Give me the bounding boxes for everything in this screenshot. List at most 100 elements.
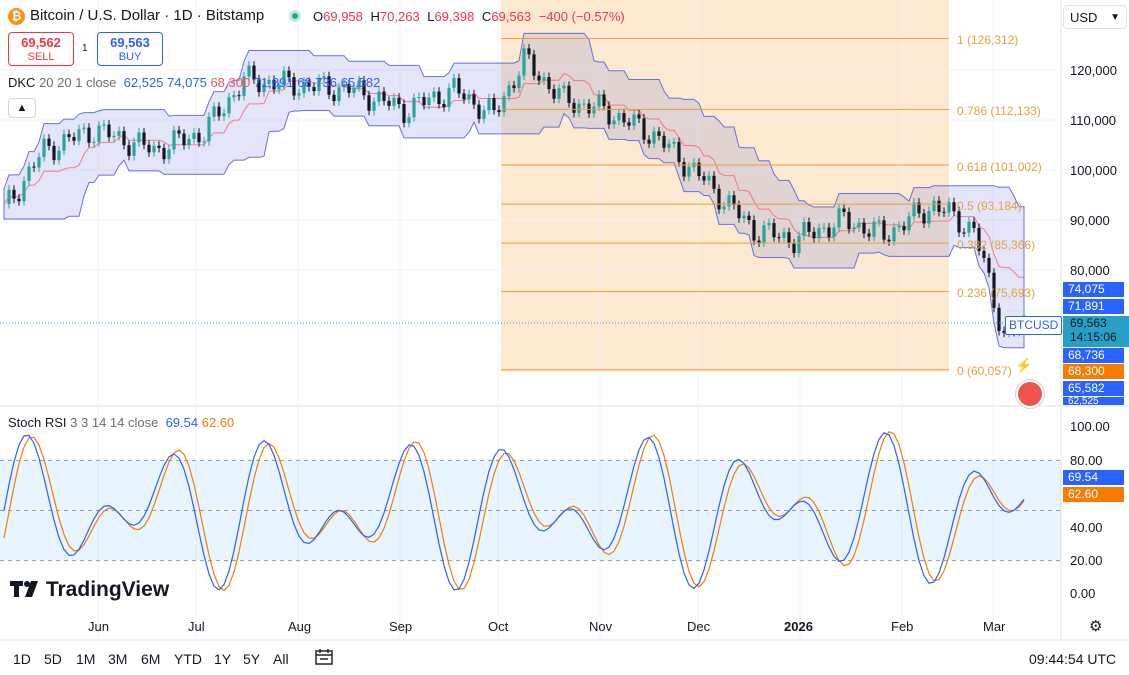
candle-body bbox=[372, 101, 376, 111]
candle-body bbox=[512, 85, 516, 89]
candle-body bbox=[267, 79, 271, 84]
utc-clock[interactable]: 09:44:54 UTC bbox=[1029, 651, 1117, 667]
ohlc-key: C bbox=[481, 9, 492, 24]
candle-body bbox=[217, 106, 221, 117]
candle-body bbox=[867, 233, 871, 237]
dkc-lower-label: 62,525 bbox=[1063, 397, 1124, 405]
market-status-icon[interactable] bbox=[289, 10, 301, 22]
candle-body bbox=[427, 97, 431, 106]
candle-body bbox=[312, 86, 316, 92]
candle-body bbox=[702, 176, 706, 181]
price-change: −400 (−0.57%) bbox=[538, 9, 625, 24]
timeframe-6m[interactable]: 6M bbox=[141, 651, 161, 667]
stoch-tick: 80.00 bbox=[1070, 453, 1103, 468]
candle-body bbox=[102, 124, 106, 126]
timeframe-1y[interactable]: 1Y bbox=[214, 651, 232, 667]
candle-body bbox=[537, 75, 541, 81]
tradingview-logo[interactable]: TradingView bbox=[10, 578, 169, 602]
candle-body bbox=[762, 225, 766, 243]
candle-body bbox=[327, 76, 331, 95]
timeframe-3m[interactable]: 3M bbox=[108, 651, 128, 667]
candle-body bbox=[382, 91, 386, 101]
candle-body bbox=[447, 87, 451, 108]
candle-body bbox=[897, 226, 901, 228]
candle-body bbox=[752, 220, 756, 241]
candle-body bbox=[747, 215, 751, 221]
candle-body bbox=[502, 96, 506, 113]
candle-body bbox=[582, 103, 586, 105]
candle-body bbox=[262, 83, 266, 93]
symbol-title[interactable]: Bitcoin / U.S. Dollar · 1D · Bitstamp bbox=[30, 7, 265, 24]
candle-body bbox=[52, 145, 56, 161]
candle-body bbox=[47, 138, 51, 146]
timeframe-5d[interactable]: 5D bbox=[44, 651, 62, 667]
candle-body bbox=[62, 134, 66, 151]
dkc-lower-label: 65,582 bbox=[1063, 381, 1124, 396]
price-tick: 90,000 bbox=[1070, 213, 1110, 228]
lightning-event-icon[interactable]: ⚡ bbox=[1015, 357, 1033, 373]
stoch-legend[interactable]: Stoch RSI 3 3 14 14 close 69.54 62.60 bbox=[8, 415, 234, 430]
candle-body bbox=[67, 134, 71, 138]
buy-button[interactable]: 69,563 BUY bbox=[97, 32, 163, 66]
candle-body bbox=[172, 130, 176, 150]
candle-body bbox=[782, 232, 786, 238]
candle-body bbox=[577, 103, 581, 113]
calendar-range-icon[interactable] bbox=[314, 648, 334, 666]
candle-body bbox=[92, 141, 96, 143]
us-flag-icon[interactable] bbox=[1016, 380, 1044, 408]
price-tick: 80,000 bbox=[1070, 263, 1110, 278]
stoch-k-label: 69.54 bbox=[1063, 470, 1124, 485]
candle-body bbox=[97, 125, 101, 142]
candle-body bbox=[192, 132, 196, 139]
candle-body bbox=[37, 157, 41, 168]
candle-body bbox=[587, 103, 591, 114]
candle-body bbox=[727, 195, 731, 207]
currency-value: USD bbox=[1070, 10, 1098, 25]
time-label: Nov bbox=[589, 619, 613, 634]
timeframe-all[interactable]: All bbox=[273, 651, 289, 667]
candle-body bbox=[57, 150, 61, 161]
chevron-down-icon: ▼ bbox=[1110, 12, 1120, 23]
candle-body bbox=[612, 120, 616, 125]
candle-body bbox=[247, 65, 251, 77]
candle-body bbox=[967, 221, 971, 233]
candle-body bbox=[952, 202, 956, 212]
candle-body bbox=[632, 114, 636, 126]
candle-body bbox=[712, 175, 716, 189]
ohlc-key: L bbox=[427, 9, 435, 24]
candle-body bbox=[27, 166, 31, 181]
candle-body bbox=[177, 130, 181, 134]
dkc-value: 62,525 bbox=[123, 75, 164, 90]
fib-label: 0 (60,057) bbox=[957, 364, 1012, 378]
time-label: 2026 bbox=[784, 619, 813, 634]
candle-body bbox=[287, 70, 291, 78]
candle-body bbox=[127, 145, 131, 156]
candle-body bbox=[477, 104, 481, 119]
candle-body bbox=[597, 94, 601, 107]
candle-body bbox=[432, 91, 436, 98]
candle-body bbox=[882, 220, 886, 240]
candle-body bbox=[132, 142, 136, 156]
timeframe-ytd[interactable]: YTD bbox=[174, 651, 202, 667]
candle-body bbox=[972, 221, 976, 228]
candle-body bbox=[157, 145, 161, 148]
dkc-legend[interactable]: DKC 20 20 1 close 62,525 74,075 68,300 7… bbox=[8, 75, 380, 90]
timeframe-5y[interactable]: 5Y bbox=[243, 651, 261, 667]
candle-body bbox=[927, 210, 931, 224]
candle-body bbox=[852, 227, 856, 230]
collapse-legend-button[interactable]: ▲ bbox=[8, 98, 36, 118]
candle-body bbox=[282, 70, 286, 86]
candle-body bbox=[457, 78, 461, 94]
sell-button[interactable]: 69,562 SELL bbox=[8, 32, 74, 66]
timeframe-1d[interactable]: 1D bbox=[13, 651, 31, 667]
currency-select[interactable]: USD ▼ bbox=[1063, 5, 1127, 29]
stoch-k-value: 69.54 bbox=[165, 415, 199, 430]
candle-body bbox=[297, 93, 301, 96]
candle-body bbox=[397, 97, 401, 105]
candle-body bbox=[242, 76, 246, 97]
candle-body bbox=[677, 141, 681, 163]
candle-body bbox=[912, 202, 916, 217]
timeframe-1m[interactable]: 1M bbox=[76, 651, 96, 667]
settings-gear-icon[interactable]: ⚙ bbox=[1089, 618, 1103, 635]
